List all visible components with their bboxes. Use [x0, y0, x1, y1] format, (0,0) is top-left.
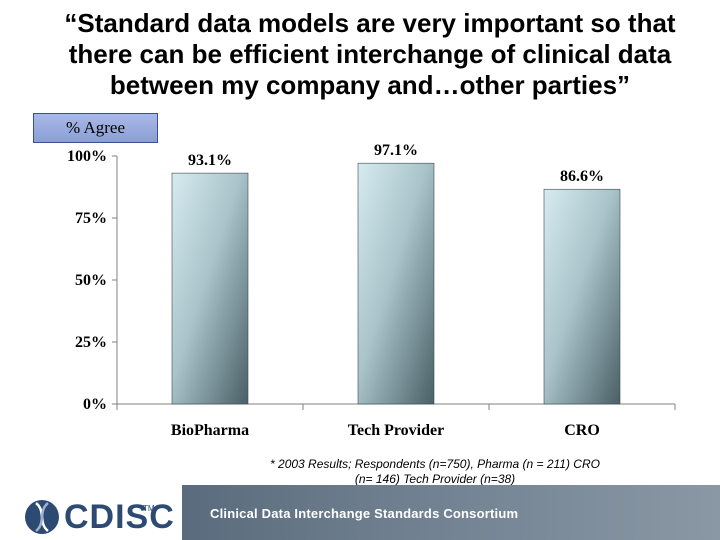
- y-tick-label: 50%: [75, 272, 107, 289]
- data-label: 86.6%: [560, 168, 604, 185]
- footer-banner: [182, 485, 720, 540]
- chart-title: “Standard data models are very important…: [64, 8, 676, 100]
- y-tick-label: 75%: [75, 210, 107, 227]
- bar-chart: 0% 25% 50% 75% 100% 93.1% BioPharma 97.1% Tech P…: [67, 142, 676, 439]
- cdisc-logo-icon: [25, 500, 59, 534]
- legend-label: % Agree: [65, 118, 125, 137]
- bar: [171, 172, 249, 405]
- x-category-label: BioPharma: [171, 422, 249, 439]
- legend-box: % Agree: [33, 113, 158, 143]
- labels-group: 0% 25% 50% 75% 100% 93.1% BioPharma 97.1% Tech P…: [67, 142, 604, 439]
- logo-text: CDISC: [64, 498, 175, 536]
- bars-group: [171, 162, 621, 405]
- y-tick-label: 25%: [75, 334, 107, 351]
- data-label: 97.1%: [374, 142, 418, 159]
- y-tick-label: 100%: [67, 148, 107, 165]
- x-category-label: Tech Provider: [348, 422, 444, 439]
- y-tick-label: 0%: [83, 396, 107, 413]
- data-label: 93.1%: [188, 152, 232, 169]
- footnote: * 2003 Results; Respondents (n=750), Pha…: [270, 457, 600, 486]
- x-category-label: CRO: [564, 422, 600, 439]
- bar: [543, 188, 621, 405]
- bar: [357, 162, 435, 405]
- footer-tagline: Clinical Data Interchange Standards Cons…: [210, 506, 519, 521]
- logo-trademark: TM: [143, 504, 155, 513]
